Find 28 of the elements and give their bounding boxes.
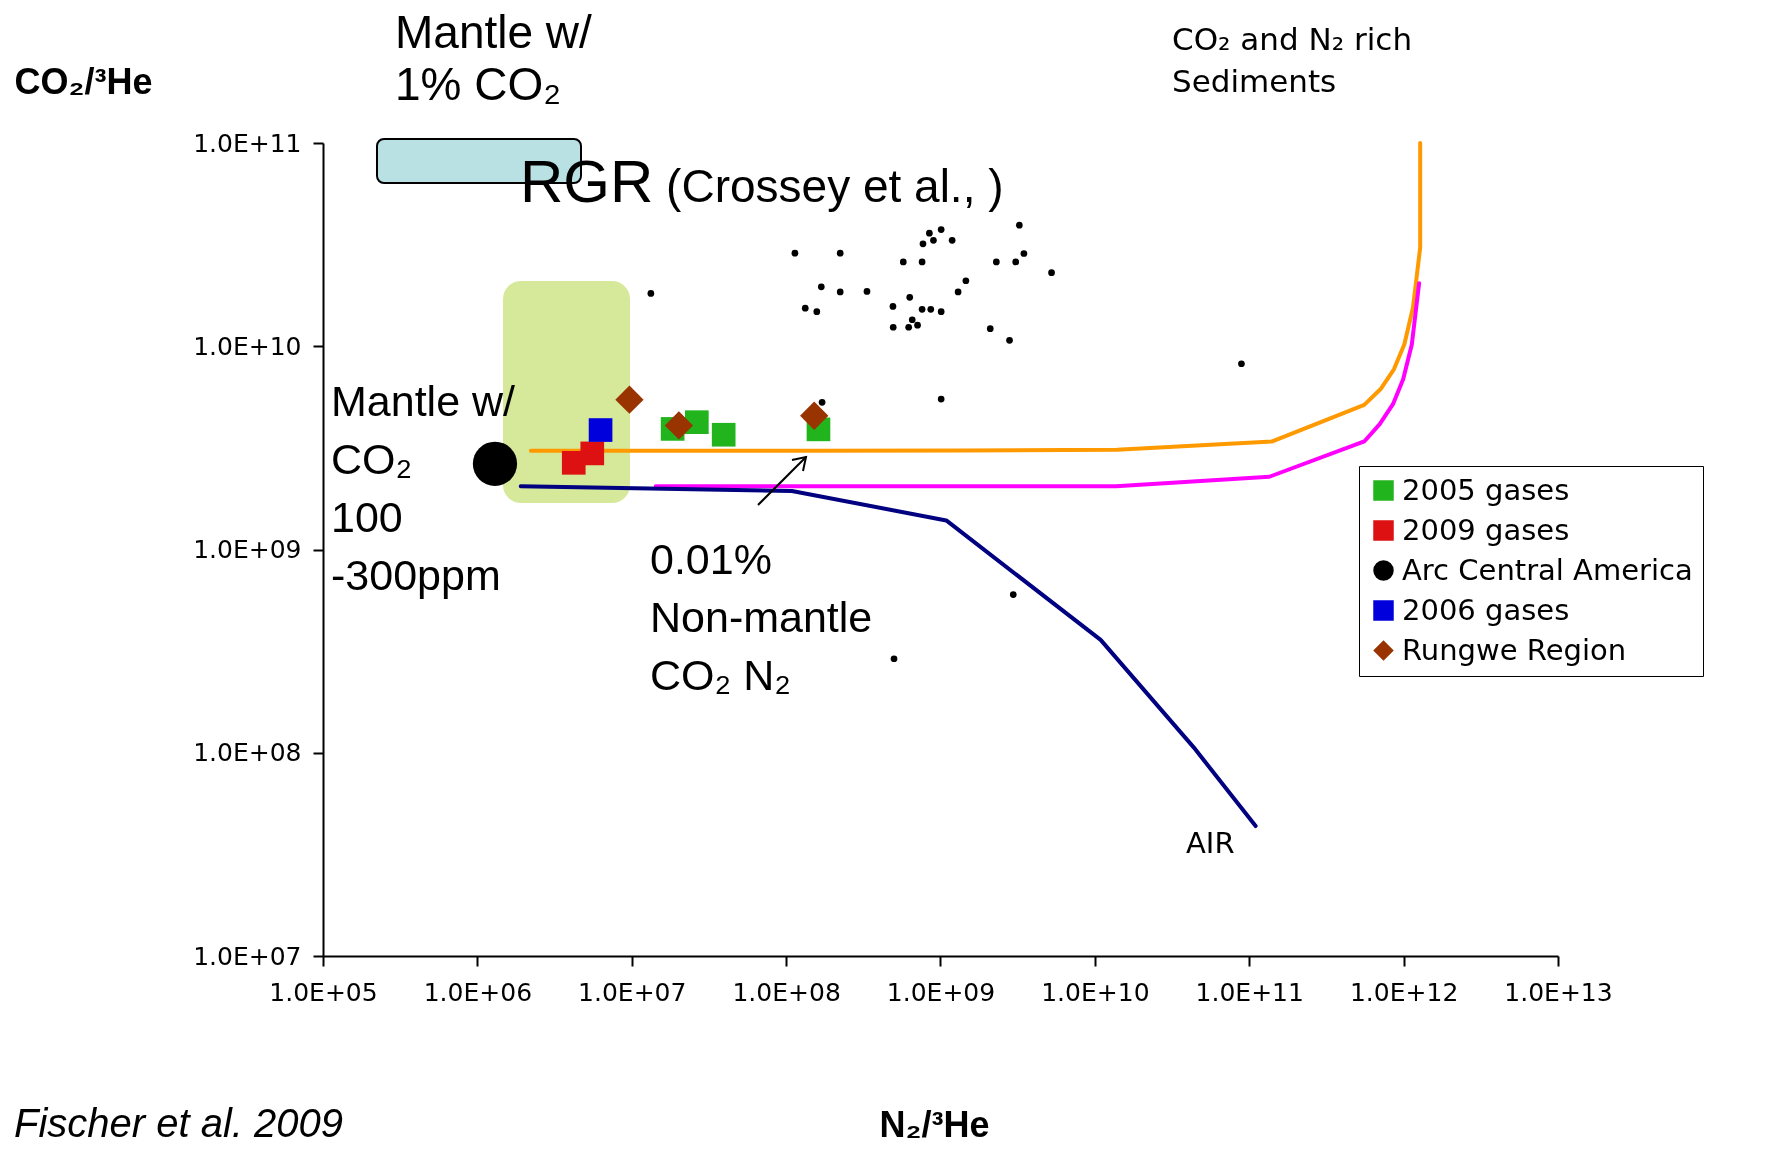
x-tick-label: 1.0E+13 — [1504, 977, 1613, 1007]
x-tick-label: 1.0E+07 — [578, 977, 687, 1007]
y-tick-label: 1.0E+07 — [193, 941, 302, 971]
annotation: RGR (Crossey et al., ) — [520, 148, 1004, 216]
annotation: AIR — [1186, 826, 1235, 860]
text: Fischer et al. 2009 — [14, 1100, 344, 1146]
x-tick-label: 1.0E+12 — [1349, 977, 1459, 1007]
y-tick-label: 1.0E+11 — [193, 128, 302, 158]
text: CO₂ and N₂ rich Sediments — [1172, 20, 1413, 101]
x-tick-label: 1.0E+11 — [1195, 977, 1304, 1007]
y-tick-label: 1.0E+08 — [193, 738, 302, 768]
legend-label: 2009 gases — [1402, 512, 1570, 547]
text: Mantle w/ 1% CO₂ — [395, 6, 592, 110]
y-axis-title: CO₂/³He — [14, 60, 153, 102]
annotation: Mantle w/ CO₂ 100 -300ppm — [331, 376, 516, 601]
annotation: 0.01% Non-mantle CO₂ N₂ — [650, 534, 873, 701]
x-tick-label: 1.0E+06 — [423, 977, 533, 1007]
x-tick-label: 1.0E+09 — [886, 977, 996, 1007]
legend-label: 2006 gases — [1402, 592, 1570, 627]
legend-label: 2005 gases — [1402, 472, 1570, 507]
x-tick-label: 1.0E+05 — [269, 977, 378, 1007]
legend-label: Rungwe Region — [1402, 632, 1627, 667]
x-axis-title: N₂/³He — [879, 1103, 990, 1145]
x-tick-label: 1.0E+10 — [1041, 977, 1150, 1007]
legend-label: Arc Central America — [1402, 552, 1693, 587]
x-tick-label: 1.0E+08 — [732, 977, 841, 1007]
y-tick-label: 1.0E+10 — [193, 331, 302, 361]
y-tick-label: 1.0E+09 — [193, 535, 302, 564]
